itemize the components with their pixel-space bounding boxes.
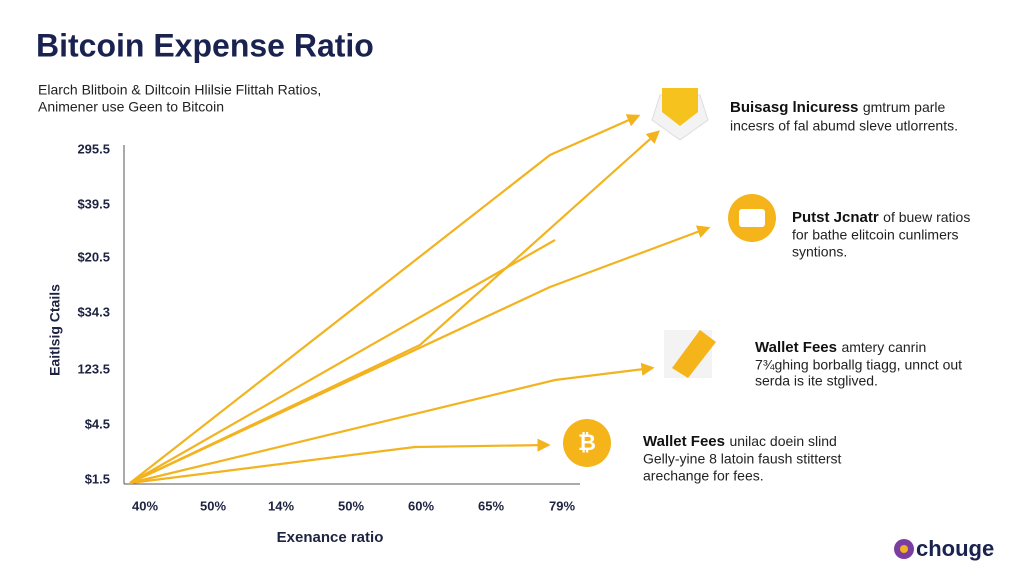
callout-line: of buew ratios: [883, 209, 970, 225]
x-tick-label: 14%: [268, 498, 294, 513]
subtitle-line: Animener use Geen to Bitcoin: [38, 99, 224, 115]
callout-line: Gelly-yine 8 latoin faush stitterst: [643, 451, 842, 467]
x-tick-label: 50%: [200, 498, 226, 513]
x-axis-label: Exenance ratio: [277, 529, 384, 546]
logo: chouge: [894, 536, 994, 561]
callout-heading: Buisasg lnicuress: [730, 99, 858, 116]
x-tick-label: 50%: [338, 498, 364, 513]
y-tick-label: $1.5: [85, 471, 110, 486]
callout-line: gmtrum parle: [863, 99, 946, 115]
callout: Wallet Fees amtery canrin 7¾ghing borbal…: [755, 339, 962, 389]
y-tick-label: $34.3: [77, 304, 110, 319]
y-tick-label: $20.5: [77, 249, 110, 264]
x-tick-label: 40%: [132, 498, 158, 513]
callout: Putst Jcnatr of buew ratios for bathe el…: [792, 209, 970, 260]
callout-line: arechange for fees.: [643, 468, 764, 484]
callout-line: amtery canrin: [841, 339, 926, 355]
callout-heading: Wallet Fees: [643, 433, 725, 450]
callout-text: Wallet Fees unilac doein slind: [643, 433, 837, 451]
y-ticks: 295.5 $39.5 $20.5 $34.3 123.5 $4.5 $1.5: [77, 141, 110, 486]
callout-line: 7¾ghing borballg tiagg, unnct out: [755, 357, 962, 373]
callout-heading: Putst Jcnatr: [792, 209, 879, 226]
callout-line: incesrs of fal abumd sleve utlorrents.: [730, 118, 958, 134]
callout-text: Wallet Fees amtery canrin: [755, 339, 926, 357]
svg-text:₿: ₿: [578, 430, 596, 455]
x-tick-label: 60%: [408, 498, 434, 513]
callout-text: Putst Jcnatr of buew ratios: [792, 209, 970, 227]
callout-line: syntions.: [792, 244, 847, 260]
x-tick-label: 79%: [549, 498, 575, 513]
y-tick-label: 123.5: [77, 361, 110, 376]
title: Bitcoin Expense Ratio: [36, 27, 374, 63]
icon-wallet: [728, 194, 776, 242]
icon-shield: [651, 88, 709, 141]
subtitle-line: Elarch Blitboin & Diltcoin Hlilsie Flitt…: [38, 82, 321, 98]
trend-lines: [129, 114, 711, 485]
y-axis-label: Eaitlsig Ctails: [47, 284, 63, 376]
x-ticks: 40% 50% 14% 50% 60% 65% 79%: [132, 498, 575, 513]
icon-pencil: [664, 330, 716, 378]
callout-text: Buisasg lnicuress gmtrum parle: [730, 99, 946, 117]
line: [129, 438, 551, 485]
callout-line: for bathe elitcoin cunlimers: [792, 227, 959, 243]
callout: Buisasg lnicuress gmtrum parle incesrs o…: [730, 99, 958, 134]
logo-text: chouge: [916, 536, 994, 561]
y-tick-label: $39.5: [77, 196, 110, 211]
callout-line: serda is ite stglived.: [755, 373, 878, 389]
y-tick-label: $4.5: [85, 416, 110, 431]
line: [129, 239, 556, 484]
icon-bitcoin: ₿: [563, 419, 611, 467]
callout-heading: Wallet Fees: [755, 339, 837, 356]
line: [129, 225, 711, 484]
line: [129, 114, 641, 484]
y-tick-label: 295.5: [77, 141, 110, 156]
callout-line: unilac doein slind: [729, 433, 836, 449]
callout: Wallet Fees unilac doein slind Gelly-yin…: [643, 433, 842, 484]
x-tick-label: 65%: [478, 498, 504, 513]
line: [129, 362, 655, 485]
